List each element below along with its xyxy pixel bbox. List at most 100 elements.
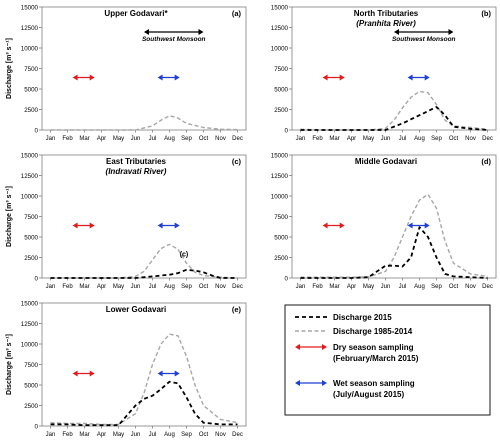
- x-tick-label: Sep: [181, 136, 192, 142]
- y-tick-label: 10000: [21, 45, 39, 52]
- panel-subtitle: (Pranhita River): [356, 19, 416, 28]
- legend-arrow: [295, 344, 327, 350]
- panel-tag: (e): [232, 305, 242, 314]
- dry-season-arrow: [72, 222, 95, 229]
- plot-frame: [41, 6, 247, 131]
- panel-title: East Tributaries: [106, 157, 167, 166]
- x-tick-label: Jul: [149, 136, 157, 142]
- x-tick-label: Jan: [46, 136, 56, 142]
- panel-title: Middle Godavari: [355, 157, 417, 166]
- x-tick-label: Oct: [199, 136, 209, 142]
- x-tick-label: Dec: [232, 284, 243, 290]
- y-tick-label: 0: [285, 127, 289, 134]
- y-tick-label: 5000: [24, 86, 38, 93]
- x-tick-label: Nov: [215, 284, 226, 290]
- y-tick-label: 12500: [271, 25, 289, 32]
- x-tick-label: Apr: [347, 136, 356, 142]
- x-tick-label: Sep: [181, 284, 192, 290]
- chart-panel-c: 0 2500 5000 7500 10000 12500 15000 Jan Feb Mar Apr…: [6, 152, 247, 290]
- x-tick-label: Aug: [164, 432, 175, 438]
- legend-label: Wet season sampling: [333, 379, 415, 388]
- y-tick-label: 0: [35, 275, 39, 282]
- x-tick-label: May: [113, 284, 124, 290]
- legend-arrow: [295, 380, 327, 386]
- y-tick-label: 5000: [24, 382, 38, 389]
- y-tick-label: 12500: [21, 25, 39, 32]
- x-tick-label: May: [363, 284, 374, 290]
- panel-tag: (d): [481, 157, 491, 166]
- y-tick-label: 15000: [21, 4, 39, 11]
- y-tick-label: 2500: [274, 255, 288, 262]
- x-tick-label: Aug: [164, 284, 175, 290]
- x-tick-label: Jun: [131, 432, 141, 438]
- x-tick-label: Jun: [381, 136, 391, 142]
- plot-frame: [41, 302, 247, 427]
- x-tick-label: Dec: [482, 136, 493, 142]
- wet-season-arrow: [407, 74, 430, 81]
- panel-annotation: (c): [180, 252, 189, 259]
- chart-panel-d: 0 2500 5000 7500 10000 12500 15000 Jan Feb Mar Apr…: [271, 152, 497, 290]
- x-tick-label: Sep: [181, 432, 192, 438]
- y-tick-label: 15000: [21, 152, 39, 159]
- x-tick-label: Oct: [199, 284, 209, 290]
- series-line-discharge-1985-2014: [50, 243, 238, 279]
- series-line-discharge-2015: [50, 380, 238, 427]
- panel-tag: (c): [232, 157, 242, 166]
- x-tick-label: Oct: [449, 284, 459, 290]
- series-line-discharge-1985-2014: [50, 333, 238, 426]
- x-tick-label: Nov: [465, 136, 476, 142]
- y-axis-label: Discharge [m³ s⁻¹]: [6, 186, 13, 247]
- x-tick-label: Jul: [149, 284, 157, 290]
- y-tick-label: 0: [285, 275, 289, 282]
- x-tick-label: Apr: [97, 284, 106, 290]
- wet-season-arrow: [157, 74, 180, 81]
- wet-season-arrow: [407, 222, 430, 229]
- legend-frame: [284, 304, 491, 416]
- panel-title: Lower Godavari: [106, 305, 166, 314]
- x-tick-label: Feb: [62, 432, 73, 438]
- series-line-discharge-1985-2014: [300, 90, 488, 131]
- panel-title: North Tributaries: [354, 9, 419, 18]
- plot-frame: [291, 154, 497, 279]
- series-line-discharge-2015: [300, 106, 488, 131]
- x-tick-label: Oct: [449, 136, 459, 142]
- x-tick-label: Dec: [482, 284, 493, 290]
- x-tick-label: Aug: [414, 136, 425, 142]
- y-tick-label: 10000: [21, 193, 39, 200]
- x-tick-label: Jul: [149, 432, 157, 438]
- x-tick-label: Mar: [79, 136, 89, 142]
- monsoon-arrow: [144, 29, 204, 35]
- x-tick-label: Jul: [399, 136, 407, 142]
- monsoon-label: Southwest Monsoon: [142, 36, 206, 43]
- x-tick-label: Jan: [296, 284, 306, 290]
- y-tick-label: 2500: [274, 107, 288, 114]
- y-axis-label: Discharge [m³ s⁻¹]: [6, 38, 13, 99]
- y-tick-label: 10000: [21, 341, 39, 348]
- x-tick-label: Mar: [79, 284, 89, 290]
- x-tick-label: Apr: [97, 136, 106, 142]
- x-tick-label: Jan: [46, 432, 56, 438]
- y-tick-label: 7500: [24, 362, 38, 369]
- y-tick-label: 5000: [274, 86, 288, 93]
- x-tick-label: Mar: [329, 284, 339, 290]
- x-tick-label: Jan: [296, 136, 306, 142]
- x-tick-label: Nov: [465, 284, 476, 290]
- y-tick-label: 2500: [24, 107, 38, 114]
- panel-tag: (b): [481, 9, 491, 18]
- x-tick-label: Feb: [62, 136, 73, 142]
- series-line-discharge-2015: [50, 268, 238, 279]
- y-tick-label: 7500: [24, 214, 38, 221]
- monsoon-label: Southwest Monsoon: [392, 36, 456, 43]
- x-tick-label: May: [363, 136, 374, 142]
- y-tick-label: 12500: [21, 173, 39, 180]
- x-tick-label: Jun: [131, 284, 141, 290]
- series-line-discharge-1985-2014: [300, 193, 488, 278]
- y-tick-label: 0: [35, 423, 39, 430]
- x-tick-label: Sep: [431, 284, 442, 290]
- y-tick-label: 5000: [274, 234, 288, 241]
- y-tick-label: 12500: [271, 173, 289, 180]
- x-tick-label: May: [113, 432, 124, 438]
- dry-season-arrow: [72, 74, 95, 81]
